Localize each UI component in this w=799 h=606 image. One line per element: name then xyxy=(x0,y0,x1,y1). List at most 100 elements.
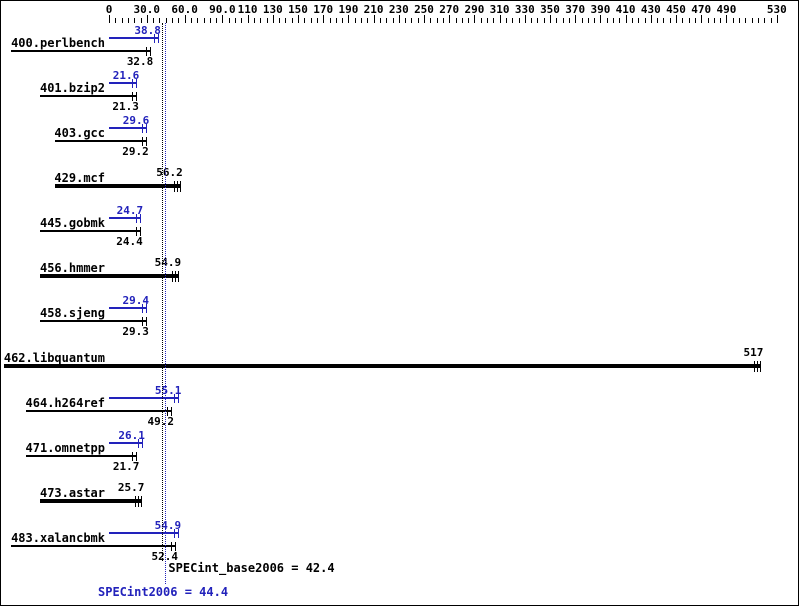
base-bar xyxy=(40,499,142,503)
bar-end-tick xyxy=(176,181,178,192)
benchmark-label: 471.omnetpp xyxy=(25,441,105,455)
axis-minor-tick xyxy=(235,18,236,23)
benchmark-label: 483.xalancbmk xyxy=(11,531,105,545)
bar-end-tick xyxy=(137,439,139,448)
benchmark-label: 473.astar xyxy=(39,486,105,500)
axis-minor-tick xyxy=(417,18,419,23)
bar-end-tick xyxy=(760,361,762,372)
peak-bar xyxy=(109,217,141,219)
axis-minor-tick xyxy=(178,18,180,23)
axis-minor-tick xyxy=(367,18,369,23)
axis-major-tick xyxy=(398,15,400,23)
bar-end-tick xyxy=(140,214,142,223)
axis-minor-tick xyxy=(720,18,722,23)
peak-summary-label: SPECint2006 = 44.4 xyxy=(98,585,229,599)
axis-tick-label: 310 xyxy=(489,3,510,16)
axis-major-tick xyxy=(424,15,425,23)
axis-minor-tick xyxy=(688,18,690,23)
peak-bar xyxy=(109,307,147,309)
axis-tick-label: 270 xyxy=(439,3,460,16)
axis-minor-tick xyxy=(304,18,306,23)
peak-bar xyxy=(109,37,158,39)
peak-bar xyxy=(109,532,179,534)
peak-value-label: 26.1 xyxy=(118,429,145,442)
axis-tick-label: 30.0 xyxy=(133,3,161,16)
axis-minor-tick xyxy=(430,18,432,23)
axis-tick-label: 290 xyxy=(464,3,485,16)
axis-minor-tick xyxy=(140,18,142,23)
axis-tick-label: 490 xyxy=(716,3,737,16)
bar-end-tick xyxy=(174,394,176,403)
axis-minor-tick xyxy=(392,18,394,23)
axis-minor-tick xyxy=(581,18,583,23)
axis-tick-label: 210 xyxy=(363,3,384,16)
axis-minor-tick xyxy=(190,18,192,23)
bar-end-tick xyxy=(175,542,177,551)
axis-minor-tick xyxy=(638,18,640,23)
axis-minor-tick xyxy=(493,18,495,23)
axis-minor-tick xyxy=(285,18,287,23)
bar-end-tick xyxy=(136,214,138,223)
axis-major-tick xyxy=(625,15,627,23)
peak-bar xyxy=(109,82,137,84)
axis-tick-label: 60.0 xyxy=(171,3,198,16)
peak-value-label: 38.8 xyxy=(134,24,161,37)
base-bar xyxy=(11,50,151,52)
benchmark-label: 429.mcf xyxy=(54,171,105,185)
axis-minor-tick xyxy=(543,18,545,23)
axis-minor-tick xyxy=(354,18,356,23)
axis-minor-tick xyxy=(153,18,155,23)
base-bar xyxy=(4,364,761,368)
axis-minor-tick xyxy=(216,18,218,23)
axis-major-tick xyxy=(298,15,299,23)
axis-minor-tick xyxy=(197,18,199,23)
bar-end-tick xyxy=(142,124,144,133)
base-value-label: 25.7 xyxy=(117,481,145,494)
axis-major-tick xyxy=(247,15,249,23)
bar-end-tick xyxy=(141,317,143,326)
axis-minor-tick xyxy=(209,18,211,23)
axis-minor-tick xyxy=(713,18,715,23)
axis-tick-label: 150 xyxy=(288,3,308,16)
bar-end-tick xyxy=(179,181,181,192)
base-value-label: 24.4 xyxy=(116,235,143,248)
bar-end-tick xyxy=(136,79,138,88)
axis-minor-tick xyxy=(694,18,696,23)
base-value-label: 56.2 xyxy=(156,166,183,179)
axis-minor-tick xyxy=(751,18,753,23)
base-bar xyxy=(40,274,179,278)
base-reference-line xyxy=(162,23,164,561)
axis-minor-tick xyxy=(587,18,589,23)
axis-minor-tick xyxy=(505,18,507,23)
axis-major-tick xyxy=(499,15,501,23)
axis-major-tick xyxy=(676,15,677,23)
axis-tick-label: 190 xyxy=(338,3,359,16)
axis-minor-tick xyxy=(657,18,659,23)
axis-minor-tick xyxy=(310,18,312,23)
axis-tick-label: 0 xyxy=(105,3,113,16)
axis-major-tick xyxy=(650,15,652,23)
axis-minor-tick xyxy=(442,18,444,23)
peak-bar xyxy=(109,127,147,129)
bar-end-tick xyxy=(178,529,180,538)
base-bar xyxy=(25,455,137,457)
axis-major-tick xyxy=(524,15,526,23)
axis-minor-tick xyxy=(455,18,457,23)
axis-major-tick xyxy=(575,15,577,23)
bar-end-tick xyxy=(135,496,137,507)
axis-tick-label: 350 xyxy=(540,3,560,16)
axis-major-tick xyxy=(348,15,350,23)
axis-minor-tick xyxy=(631,18,633,23)
bar-end-tick xyxy=(141,137,143,146)
axis-minor-tick xyxy=(379,18,381,23)
axis-minor-tick xyxy=(266,18,268,23)
axis-minor-tick xyxy=(260,18,262,23)
axis-minor-tick xyxy=(335,18,337,23)
axis-tick-label: 390 xyxy=(590,3,611,16)
axis-minor-tick xyxy=(203,18,205,23)
bar-end-tick xyxy=(138,496,140,507)
bar-end-tick xyxy=(146,124,148,133)
bar-end-tick xyxy=(146,47,148,56)
peak-bar xyxy=(109,397,179,399)
